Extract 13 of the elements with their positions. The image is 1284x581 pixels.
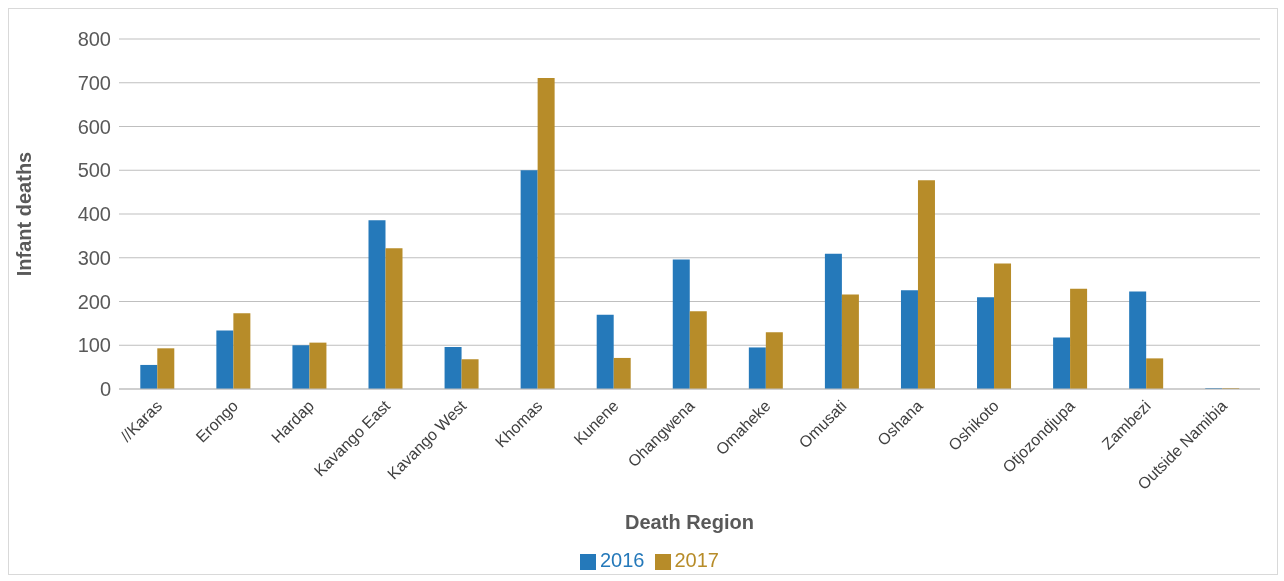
y-tick-label: 100	[77, 334, 111, 357]
y-tick-label: 0	[99, 378, 111, 401]
y-tick-label: 500	[77, 159, 111, 182]
y-axis-title: Infant deaths	[13, 151, 36, 277]
y-tick-label: 300	[77, 246, 111, 269]
y-tick-label: 200	[77, 290, 111, 313]
y-tick-label: 700	[77, 71, 111, 94]
y-tick-label: 400	[77, 203, 111, 226]
y-tick-label: 600	[77, 115, 111, 138]
legend-label: 2016	[600, 549, 645, 571]
legend-label: 2017	[674, 549, 719, 571]
x-axis-title: Death Region	[625, 511, 754, 533]
y-tick-label: 800	[77, 28, 111, 51]
